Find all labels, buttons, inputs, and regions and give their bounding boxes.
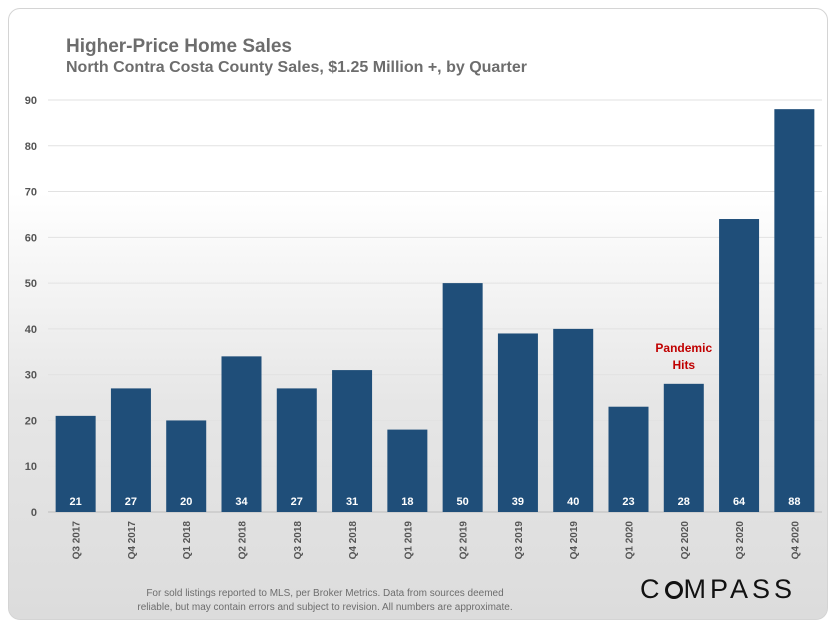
y-tick-label: 50 <box>25 278 37 290</box>
y-tick-label: 10 <box>25 461 37 473</box>
y-axis-ticks: 0 10 20 30 40 50 60 70 80 90 <box>25 95 37 519</box>
footnote: For sold listings reported to MLS, per B… <box>95 587 555 615</box>
y-tick-label: 30 <box>25 370 37 382</box>
chart-title: Higher-Price Home Sales <box>66 36 292 57</box>
x-tick-label: Q2 2018 <box>238 521 249 560</box>
data-label: 28 <box>678 496 690 508</box>
x-tick-label: Q3 2019 <box>514 521 525 560</box>
bar <box>719 219 760 512</box>
x-tick-label: Q4 2019 <box>569 521 580 560</box>
bar <box>387 429 428 512</box>
y-tick-label: 70 <box>25 187 37 199</box>
data-label: 88 <box>788 496 800 508</box>
data-label: 50 <box>457 496 469 508</box>
bar <box>332 370 373 512</box>
x-tick-label: Q1 2020 <box>625 521 636 560</box>
y-tick-label: 40 <box>25 324 37 336</box>
y-tick-label: 80 <box>25 141 37 153</box>
data-label: 40 <box>567 496 579 508</box>
y-tick-label: 90 <box>25 95 37 107</box>
data-label: 20 <box>180 496 192 508</box>
bar <box>497 333 538 512</box>
bar <box>55 415 96 512</box>
x-tick-label: Q3 2020 <box>735 521 746 560</box>
x-tick-label: Q4 2020 <box>790 521 801 560</box>
x-tick-label: Q2 2020 <box>680 521 691 560</box>
gridlines <box>48 99 822 513</box>
x-tick-label: Q1 2019 <box>403 521 414 560</box>
data-label: 27 <box>125 496 137 508</box>
bar <box>166 420 207 512</box>
x-tick-label: Q3 2017 <box>72 521 83 560</box>
logo-text-start: C <box>640 574 664 604</box>
chart-frame <box>8 8 828 620</box>
data-label: 31 <box>346 496 358 508</box>
bar <box>553 328 594 512</box>
footnote-line-2: reliable, but may contain errors and sub… <box>137 602 513 613</box>
x-axis-ticks: Q3 2017 Q4 2017 Q1 2018 Q2 2018 Q3 2018 Q4 20… <box>72 521 802 560</box>
data-label: 34 <box>235 496 248 508</box>
logo-o-mark <box>664 581 683 599</box>
bar <box>276 388 317 512</box>
y-tick-label: 20 <box>25 415 37 427</box>
logo-text-end: MPASS <box>683 574 797 604</box>
data-label: 23 <box>622 496 634 508</box>
y-tick-label: 0 <box>31 507 37 519</box>
bar <box>608 406 649 512</box>
bar <box>221 356 262 512</box>
chart-subtitle: North Contra Costa County Sales, $1.25 M… <box>66 59 527 76</box>
bars <box>55 109 815 513</box>
bar <box>442 283 483 512</box>
x-tick-label: Q3 2018 <box>293 521 304 560</box>
x-tick-label: Q4 2017 <box>127 521 138 560</box>
compass-logo: C MPASS <box>640 574 796 605</box>
x-tick-label: Q4 2018 <box>348 521 359 560</box>
data-label: 27 <box>291 496 303 508</box>
x-tick-label: Q2 2019 <box>459 521 470 560</box>
data-labels: 21 27 20 34 27 31 18 50 39 40 23 28 64 88 <box>70 496 801 508</box>
bar <box>110 388 151 512</box>
data-label: 64 <box>733 496 746 508</box>
x-tick-label: Q1 2018 <box>182 521 193 560</box>
data-label: 21 <box>70 496 82 508</box>
data-label: 39 <box>512 496 524 508</box>
y-tick-label: 60 <box>25 232 37 244</box>
annotation-line: Pandemic <box>655 341 712 355</box>
data-label: 18 <box>401 496 413 508</box>
bar <box>774 109 815 513</box>
footnote-line-1: For sold listings reported to MLS, per B… <box>146 588 504 599</box>
bar <box>663 383 704 512</box>
annotation-line: Hits <box>672 358 695 372</box>
annotation: Pandemic Hits <box>655 341 712 372</box>
